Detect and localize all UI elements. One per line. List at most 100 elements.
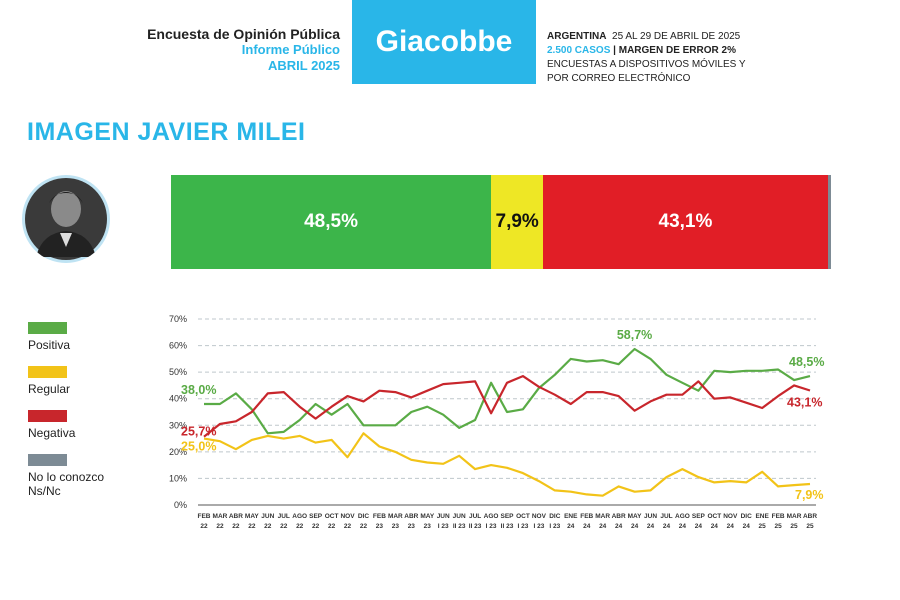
x-tick-label: NOV [340,513,355,520]
x-tick-label: MAY [420,513,435,520]
x-tick-label: 22 [296,523,304,530]
legend-item: No lo conozco Ns/Nc [28,454,104,498]
x-tick-label: 22 [264,523,272,530]
x-tick-label: FEB [772,513,785,520]
x-tick-label: I 23 [549,523,560,530]
x-tick-label: II 23 [469,523,482,530]
sample-size: 2.500 CASOS [547,45,611,56]
x-tick-label: MAY [245,513,260,520]
x-tick-label: OCT [516,513,530,520]
current-image-bar: 48,5% 7,9% 43,1% [171,175,831,269]
x-tick-label: JUL [469,513,481,520]
bar-segment-positiva: 48,5% [171,175,492,269]
x-tick-label: 22 [312,523,320,530]
legend-label: Positiva [28,338,71,352]
report-date: ABRIL 2025 [267,58,340,73]
x-tick-label: 22 [344,523,352,530]
country: ARGENTINA [547,31,607,42]
x-tick-label: DIC [358,513,370,520]
data-label: 58,7% [617,328,652,342]
x-tick-label: 22 [360,523,368,530]
avatar [22,175,110,263]
x-tick-label: 22 [200,523,208,530]
x-tick-label: 25 [790,523,798,530]
x-tick-label: 22 [328,523,336,530]
error-margin: MARGEN DE ERROR 2% [618,45,736,56]
y-tick-label: 0% [174,500,187,510]
bar-segment-no-lo-conozco-ns-nc [827,175,831,269]
x-tick-label: 24 [599,523,607,530]
data-label: 43,1% [787,395,822,409]
bar-segment-regular: 7,9% [491,175,544,269]
y-tick-label: 40% [169,394,187,404]
y-tick-label: 30% [169,420,187,430]
x-tick-label: I 23 [518,523,529,530]
x-tick-label: ENE [564,513,578,520]
legend-item: Regular [28,366,70,396]
data-label: 25,0% [181,440,216,454]
x-tick-label: 24 [583,523,591,530]
x-tick-label: JUN [437,513,450,520]
series-line-positiva [204,347,811,435]
x-tick-label: AGO [292,513,307,520]
x-tick-label: 23 [424,523,432,530]
survey-dates: 25 AL 29 DE ABRIL DE 2025 [612,31,741,42]
x-tick-label: FEB [580,513,593,520]
x-tick-label: 24 [679,523,687,530]
legend-item: Negativa [28,410,75,440]
x-tick-label: 23 [376,523,384,530]
x-tick-label: MAR [388,513,403,520]
x-tick-label: 24 [647,523,655,530]
x-tick-label: ABR [229,513,243,520]
x-tick-label: II 23 [501,523,514,530]
x-tick-label: MAR [213,513,228,520]
legend-swatch [28,410,67,422]
x-tick-label: AGO [675,513,690,520]
bar-segment-negativa: 43,1% [543,175,828,269]
x-tick-label: NOV [723,513,738,520]
x-tick-label: MAR [787,513,802,520]
x-tick-label: OCT [707,513,721,520]
data-label: 25,7% [181,425,216,439]
x-tick-label: 24 [711,523,719,530]
x-tick-label: ABR [803,513,817,520]
x-tick-label: 24 [663,523,671,530]
x-tick-label: 25 [774,523,782,530]
page-title: IMAGEN JAVIER MILEI [27,118,306,146]
x-tick-label: 24 [567,523,575,530]
x-tick-label: AGO [484,513,499,520]
x-tick-label: JUN [453,513,466,520]
x-tick-label: 24 [615,523,623,530]
x-tick-label: JUN [644,513,657,520]
x-tick-label: I 23 [533,523,544,530]
x-tick-label: ABR [404,513,418,520]
x-tick-label: SEP [309,513,323,520]
portrait-icon [25,178,107,260]
x-tick-label: 24 [743,523,751,530]
x-tick-label: JUL [278,513,290,520]
x-tick-label: 23 [392,523,400,530]
series-line-regular [203,432,811,497]
x-tick-label: SEP [500,513,514,520]
x-tick-label: I 23 [438,523,449,530]
survey-header: Encuesta de Opinión Pública Informe Públ… [147,26,340,74]
x-tick-label: NOV [532,513,547,520]
legend-swatch [28,454,67,466]
method-line1: ENCUESTAS A DISPOSITIVOS MÓVILES Y [547,59,746,70]
legend-label: No lo conozco [28,470,105,484]
y-tick-label: 10% [169,473,187,483]
legend-item: Positiva [28,322,70,352]
x-tick-label: 24 [631,523,639,530]
legend-label: Regular [28,382,71,396]
data-label: 38,0% [181,383,216,397]
x-tick-label: 22 [216,523,224,530]
x-tick-label: ABR [612,513,626,520]
report-type: Informe Público [241,42,340,57]
x-tick-label: I 23 [486,523,497,530]
x-tick-label: OCT [325,513,339,520]
survey-details: ARGENTINA 25 AL 29 DE ABRIL DE 2025 2.50… [547,30,746,86]
x-tick-label: 24 [695,523,703,530]
x-tick-label: JUN [261,513,274,520]
survey-title: Encuesta de Opinión Pública [147,26,340,42]
